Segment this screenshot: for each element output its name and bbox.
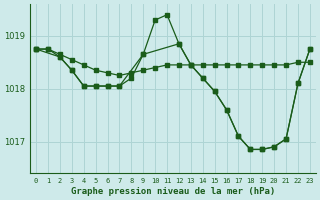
X-axis label: Graphe pression niveau de la mer (hPa): Graphe pression niveau de la mer (hPa) bbox=[71, 187, 275, 196]
